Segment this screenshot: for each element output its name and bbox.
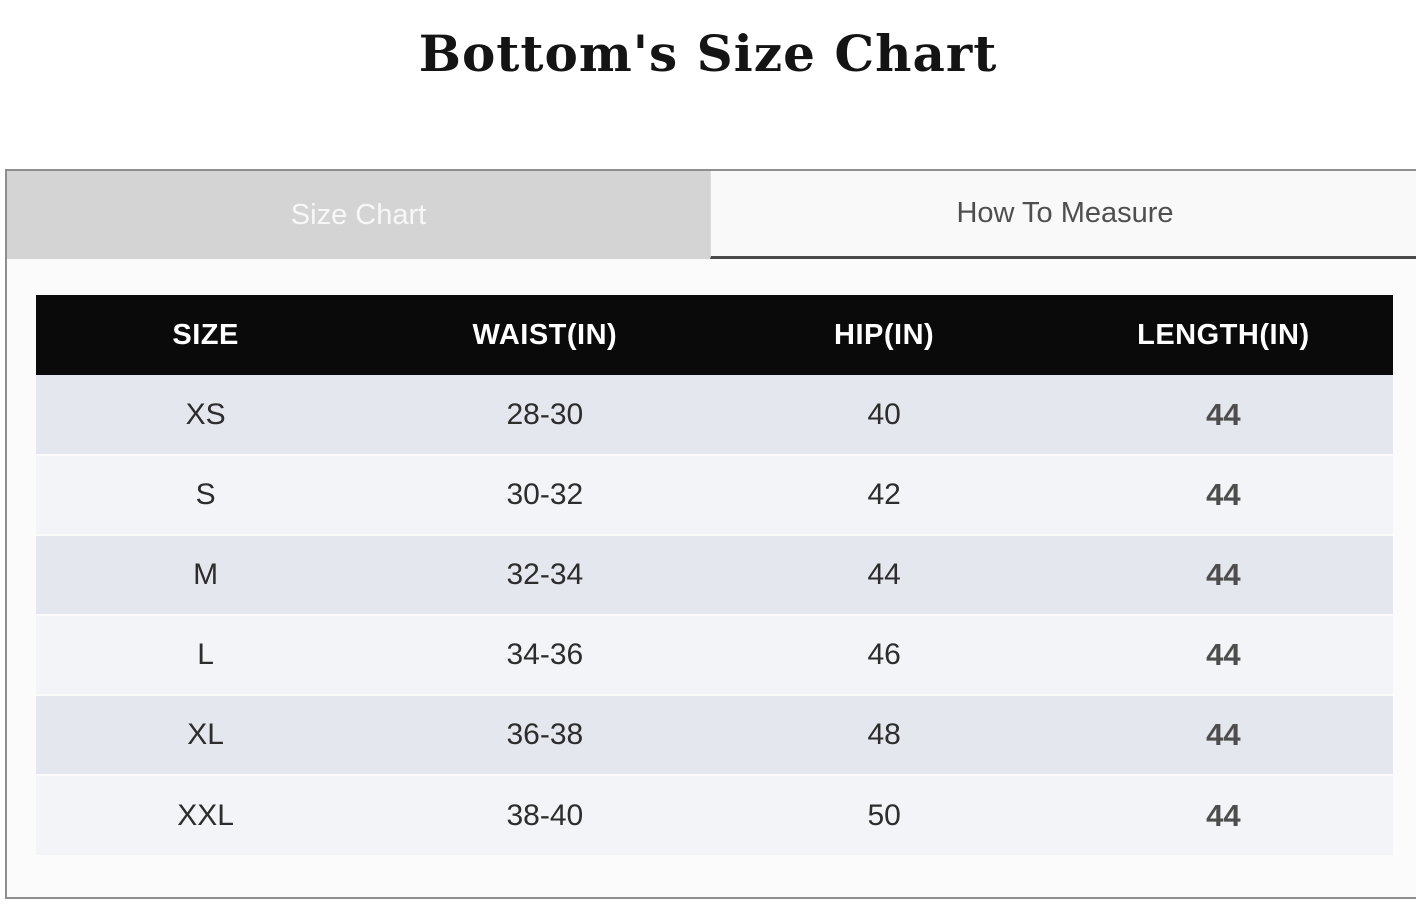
cell-size: XS <box>36 375 376 456</box>
cell-size: M <box>36 535 376 616</box>
cell-hip: 48 <box>714 695 1054 776</box>
cell-waist: 32-34 <box>375 535 715 616</box>
tab-panel-size-chart: SIZE WAIST(IN) HIP(IN) LENGTH(IN) XS 28-… <box>7 259 1416 855</box>
page-title: Bottom's Size Chart <box>418 24 998 83</box>
table-row: M 32-34 44 44 <box>36 535 1393 616</box>
cell-hip: 40 <box>714 375 1054 456</box>
column-header-hip: HIP(IN) <box>714 295 1054 375</box>
cell-hip: 46 <box>714 615 1054 696</box>
table-row: XS 28-30 40 44 <box>36 375 1393 456</box>
table-row: L 34-36 46 44 <box>36 615 1393 696</box>
table-header-row: SIZE WAIST(IN) HIP(IN) LENGTH(IN) <box>36 295 1393 375</box>
table-row: XXL 38-40 50 44 <box>36 775 1393 855</box>
cell-length: 44 <box>1053 535 1393 616</box>
column-header-length: LENGTH(IN) <box>1053 295 1393 375</box>
cell-length: 44 <box>1053 375 1393 456</box>
cell-size: S <box>36 455 376 536</box>
table-row: XL 36-38 48 44 <box>36 695 1393 776</box>
cell-length: 44 <box>1053 615 1393 696</box>
cell-length: 44 <box>1053 695 1393 776</box>
cell-waist: 30-32 <box>375 455 715 536</box>
size-table: SIZE WAIST(IN) HIP(IN) LENGTH(IN) XS 28-… <box>36 295 1393 855</box>
size-chart-panel: Size Chart How To Measure SIZE WAIST(IN)… <box>5 169 1416 899</box>
cell-length: 44 <box>1053 455 1393 536</box>
cell-waist: 36-38 <box>375 695 715 776</box>
tab-bar: Size Chart How To Measure <box>7 171 1416 259</box>
cell-waist: 38-40 <box>375 775 715 855</box>
column-header-waist: WAIST(IN) <box>375 295 715 375</box>
cell-length: 44 <box>1053 775 1393 855</box>
cell-size: L <box>36 615 376 696</box>
cell-hip: 50 <box>714 775 1054 855</box>
column-header-size: SIZE <box>36 295 376 375</box>
cell-hip: 44 <box>714 535 1054 616</box>
tab-size-chart[interactable]: Size Chart <box>7 171 710 259</box>
cell-waist: 28-30 <box>375 375 715 456</box>
cell-waist: 34-36 <box>375 615 715 696</box>
cell-hip: 42 <box>714 455 1054 536</box>
tab-how-to-measure[interactable]: How To Measure <box>710 171 1416 259</box>
cell-size: XXL <box>36 775 376 855</box>
table-row: S 30-32 42 44 <box>36 455 1393 536</box>
cell-size: XL <box>36 695 376 776</box>
